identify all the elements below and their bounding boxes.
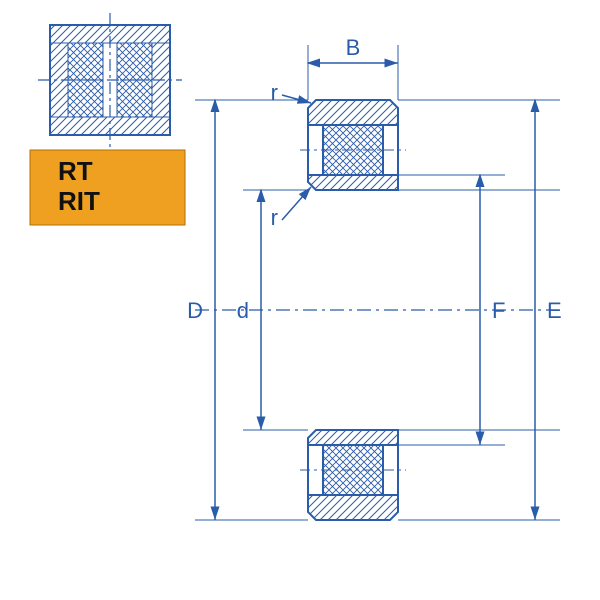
roller-top xyxy=(323,125,383,175)
dim-label-r-top: r xyxy=(271,80,278,105)
dim-label-d: d xyxy=(237,298,249,323)
dim-label-F: F xyxy=(492,298,505,323)
dim-label-D: D xyxy=(187,298,203,323)
dim-label-B: B xyxy=(346,35,361,60)
roller-bottom xyxy=(323,445,383,495)
type-label-box xyxy=(30,150,185,225)
dim-label-E: E xyxy=(547,298,562,323)
bearing-cross-section-diagram: RTRIT B Dd F Er r xyxy=(0,0,600,600)
dim-label-r-bottom: r xyxy=(271,205,278,230)
type-label-2: RIT xyxy=(58,186,100,216)
type-label-1: RT xyxy=(58,156,93,186)
